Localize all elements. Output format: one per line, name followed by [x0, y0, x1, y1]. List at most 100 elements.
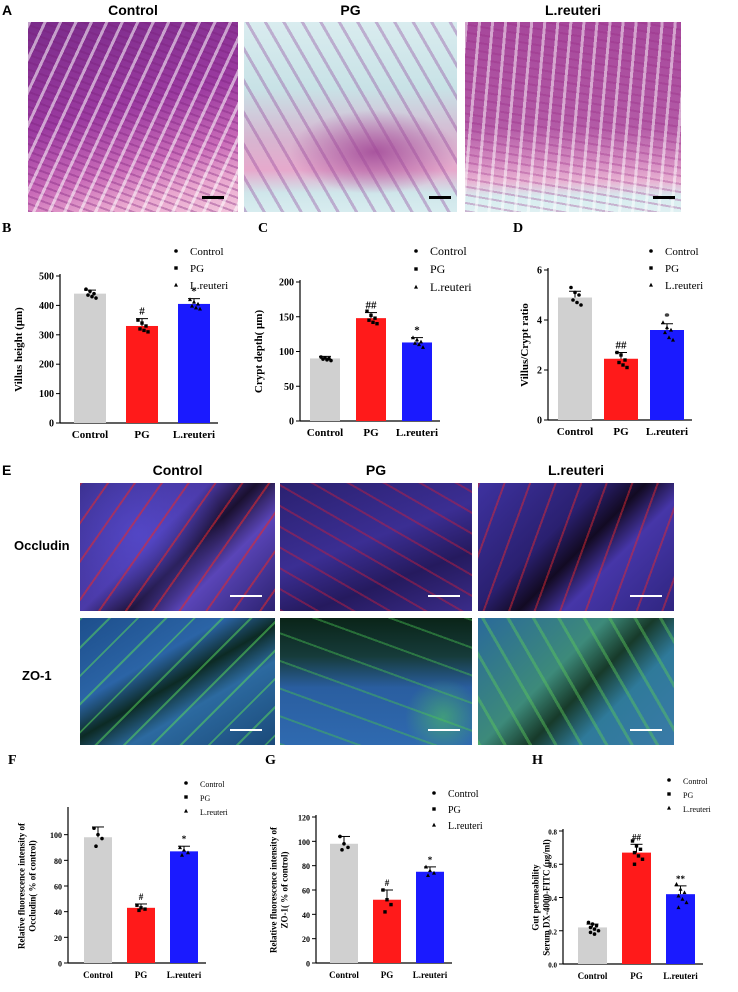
bar-control	[578, 927, 607, 964]
panel-letter-a: A	[2, 2, 13, 18]
legend-marker	[649, 282, 653, 287]
legend-entry: L.reuteri	[190, 280, 228, 292]
chart-panel-f: F 0 20 40 60 80 100 Relative fluorescence inten…	[8, 753, 712, 981]
legend-marker	[667, 792, 671, 796]
y-axis-label: Occludin( % of control)	[28, 840, 38, 932]
legend-entry: Control	[683, 777, 708, 786]
y-tick-label: 50	[284, 382, 294, 393]
bar-pg	[126, 325, 158, 423]
legend-entry: Control	[430, 244, 467, 258]
if-image-occludin-control	[80, 483, 275, 611]
y-tick-label: 0.4	[548, 895, 557, 903]
data-point	[411, 335, 415, 340]
y-axis-label: Crypt depth( μm)	[253, 310, 265, 394]
data-point	[346, 845, 350, 850]
data-point	[365, 309, 369, 313]
x-tick-label: Control	[83, 970, 113, 980]
data-point	[588, 925, 593, 930]
data-point	[340, 848, 344, 852]
bar-control	[330, 843, 358, 963]
data-point	[196, 301, 200, 306]
data-point	[385, 898, 389, 902]
data-point	[661, 320, 665, 325]
data-point	[86, 293, 90, 297]
x-tick-label: Control	[307, 427, 343, 439]
data-point	[198, 306, 202, 311]
data-point	[577, 293, 581, 297]
data-point	[680, 896, 685, 901]
he-image-lreuteri	[465, 22, 681, 212]
x-tick-label: PG	[363, 427, 379, 439]
bar-lreuteri	[170, 851, 198, 963]
legend-marker	[174, 282, 178, 287]
data-point	[636, 854, 641, 858]
data-point	[140, 321, 144, 325]
data-point	[138, 327, 142, 331]
scale-bar	[428, 595, 460, 597]
if-title-lreuteri: L.reuteri	[547, 462, 604, 478]
row-label-zo1: ZO-1	[22, 668, 52, 683]
x-tick-label: L.reuteri	[663, 971, 698, 981]
significance-mark: *	[182, 834, 187, 844]
legend-marker	[174, 249, 178, 253]
bar-pg	[604, 358, 638, 420]
data-point	[190, 303, 194, 308]
y-tick-label: 0.6	[548, 862, 557, 870]
if-title-pg: PG	[365, 462, 387, 478]
legend-marker	[649, 266, 653, 270]
data-point	[684, 900, 689, 905]
data-point	[419, 339, 423, 344]
legend-entry: Control	[200, 780, 225, 789]
chart-g: G 0 20 40 60 80 100 120 Relative fluorescence in…	[265, 753, 483, 980]
data-point	[667, 335, 671, 340]
legend-entry: PG	[200, 794, 210, 803]
data-point	[144, 324, 148, 328]
data-point	[630, 839, 635, 843]
y-tick-label: 4	[537, 316, 542, 327]
y-tick-label: 100	[298, 838, 310, 847]
x-tick-label: PG	[613, 426, 629, 438]
data-point	[674, 882, 679, 886]
y-tick-label: 0.0	[548, 962, 557, 970]
he-image-control	[28, 22, 238, 212]
y-tick-label: 200	[39, 360, 54, 371]
legend-marker	[184, 808, 188, 813]
x-tick-label: PG	[135, 970, 148, 980]
data-point	[579, 303, 583, 307]
data-point	[594, 923, 599, 928]
data-point	[592, 932, 597, 936]
data-point	[640, 857, 645, 861]
data-point	[182, 847, 186, 852]
data-point	[342, 841, 346, 846]
y-tick-label: 0.8	[548, 829, 557, 837]
y-tick-label: 150	[279, 312, 294, 323]
bar-control	[74, 293, 106, 423]
legend-marker	[432, 822, 436, 827]
data-point	[135, 903, 139, 907]
y-tick-label: 40	[54, 908, 62, 917]
panel-letter: D	[513, 221, 523, 236]
x-tick-label: L.reuteri	[173, 429, 215, 441]
data-point	[389, 902, 393, 907]
chart-h: H 0.0 0.2 0.4 0.6 0.8 Gut permeability Serum DX…	[531, 753, 712, 981]
bar-lreuteri	[650, 330, 684, 420]
legend-entry: PG	[448, 805, 461, 816]
data-point	[632, 850, 637, 855]
panel-letter: H	[532, 753, 543, 768]
data-point	[663, 330, 667, 335]
data-point	[615, 350, 619, 355]
data-point	[573, 290, 577, 295]
legend-entry: PG	[190, 263, 204, 275]
data-point	[180, 853, 184, 857]
legend-marker	[184, 781, 188, 785]
significance-mark: **	[676, 874, 686, 884]
legend-entry: Control	[448, 789, 479, 800]
y-tick-label: 0.2	[548, 928, 557, 936]
y-tick-label: 40	[302, 911, 310, 920]
legend-entry: L.reuteri	[430, 280, 472, 294]
data-point	[596, 928, 601, 933]
x-tick-label: Control	[557, 426, 593, 438]
significance-mark: *	[428, 855, 433, 865]
row-label-occludin: Occludin	[14, 538, 70, 553]
data-point	[371, 320, 375, 325]
